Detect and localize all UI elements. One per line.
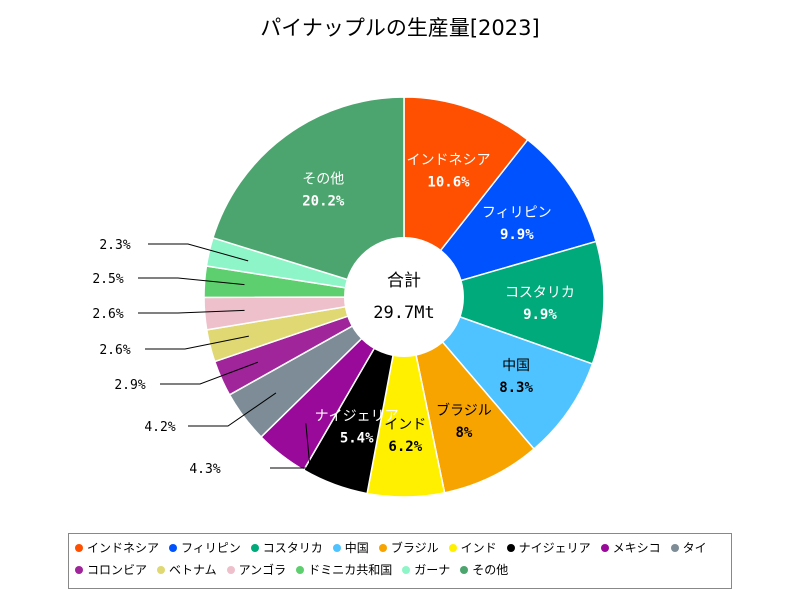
- data-label: 8%: [455, 425, 472, 441]
- data-label: 10.6%: [427, 174, 470, 190]
- legend-item: ガーナ: [402, 559, 450, 581]
- pie-slice: [401, 295, 594, 451]
- legend-marker-icon: [506, 544, 515, 552]
- pie-slice: [212, 96, 405, 299]
- data-label: 2.6%: [99, 343, 130, 358]
- legend-marker-icon: [670, 544, 679, 552]
- slice-name-label: ブラジル: [436, 402, 492, 419]
- legend-marker-icon: [378, 544, 387, 552]
- slice-name-label: フィリピン: [482, 205, 552, 221]
- legend-label: メキシコ: [612, 541, 661, 555]
- legend-label: インド: [460, 541, 497, 555]
- callout-line: [148, 243, 249, 262]
- legend-item: インド: [448, 537, 497, 559]
- pie-slice: [401, 240, 605, 365]
- donut-hole: [344, 237, 464, 357]
- legend-item: ブラジル: [378, 537, 439, 559]
- legend-marker-icon: [250, 544, 259, 552]
- legend-item: コスタリカ: [250, 537, 323, 559]
- data-label: 8.3%: [499, 380, 533, 396]
- slice-name-label: その他: [302, 172, 344, 188]
- legend-label: コスタリカ: [262, 541, 323, 555]
- data-label: 2.3%: [99, 238, 130, 253]
- data-label: 20.2%: [302, 194, 345, 210]
- legend-item: 中国: [332, 537, 369, 559]
- legend-label: ブラジル: [390, 541, 439, 555]
- legend-label: ナイジェリア: [518, 541, 591, 555]
- legend-label: コロンビア: [87, 563, 148, 577]
- callout-line: [145, 335, 249, 350]
- legend-item: タイ: [670, 537, 707, 559]
- data-label: 5.4%: [340, 431, 374, 447]
- slice-name-label: ナイジェリア: [315, 409, 399, 425]
- data-label: 6.2%: [388, 439, 422, 455]
- legend-label: ベトナム: [169, 563, 217, 577]
- legend-item: ドミニカ共和国: [296, 559, 392, 581]
- legend-marker-icon: [157, 566, 166, 574]
- callout-line: [270, 423, 311, 469]
- legend-label: アンゴラ: [238, 563, 287, 577]
- legend-item: メキシコ: [600, 537, 661, 559]
- data-label: 2.5%: [92, 272, 123, 287]
- callout-line: [138, 277, 245, 286]
- legend-label: その他: [472, 563, 509, 577]
- legend-marker-icon: [296, 566, 305, 574]
- legend-marker-icon: [448, 544, 457, 552]
- legend-item: アンゴラ: [226, 559, 287, 581]
- legend-marker-icon: [75, 544, 83, 552]
- legend-label: タイ: [682, 541, 707, 555]
- data-label: 4.2%: [144, 420, 175, 435]
- legend-item: その他: [460, 559, 508, 581]
- legend-marker-icon: [169, 544, 178, 552]
- legend-marker-icon: [600, 544, 609, 552]
- center-total-value: 29.7Mt: [373, 303, 434, 323]
- callout-line: [138, 309, 245, 314]
- legend-item: インドネシア: [75, 537, 159, 559]
- legend-marker-icon: [332, 544, 341, 552]
- legend-marker-icon: [226, 566, 235, 574]
- legend-marker-icon: [75, 566, 83, 574]
- slice-name-label: コスタリカ: [505, 285, 575, 301]
- legend-label: フィリピン: [181, 541, 241, 555]
- legend-label: インドネシア: [87, 541, 160, 555]
- center-total-label: 合計: [387, 271, 421, 291]
- legend-label: ガーナ: [414, 563, 451, 577]
- legend-label: 中国: [344, 541, 369, 555]
- chart-title: パイナップルの生産量[2023]: [260, 16, 540, 40]
- legend-item: コロンビア: [75, 559, 147, 581]
- data-label: 9.9%: [523, 307, 557, 323]
- slice-name-label: 中国: [502, 358, 530, 374]
- data-label: 4.3%: [189, 462, 220, 477]
- pie-slice: [401, 138, 598, 299]
- legend-label: ドミニカ共和国: [308, 563, 393, 577]
- callout-line: [160, 361, 259, 385]
- slice-name-label: インドネシア: [406, 152, 490, 168]
- legend-marker-icon: [460, 566, 469, 574]
- legend-marker-icon: [402, 566, 411, 574]
- callout-line: [188, 392, 277, 427]
- data-label: 9.9%: [500, 227, 534, 243]
- legend-item: フィリピン: [169, 537, 241, 559]
- slice-name-label: インド: [384, 417, 426, 433]
- legend-item: ナイジェリア: [506, 537, 591, 559]
- data-label: 2.9%: [114, 378, 145, 393]
- legend: インドネシア フィリピン コスタリカ 中国 ブラジル インド ナイジェリア メキシコ タイコロン…: [68, 533, 732, 589]
- data-label: 2.6%: [92, 307, 123, 322]
- pie-chart: インドネシア 10.6% フィリピン 9.9% コスタリカ 9.9% 中国 8.3% ブラジル 8…: [92, 96, 605, 498]
- legend-item: ベトナム: [157, 559, 217, 581]
